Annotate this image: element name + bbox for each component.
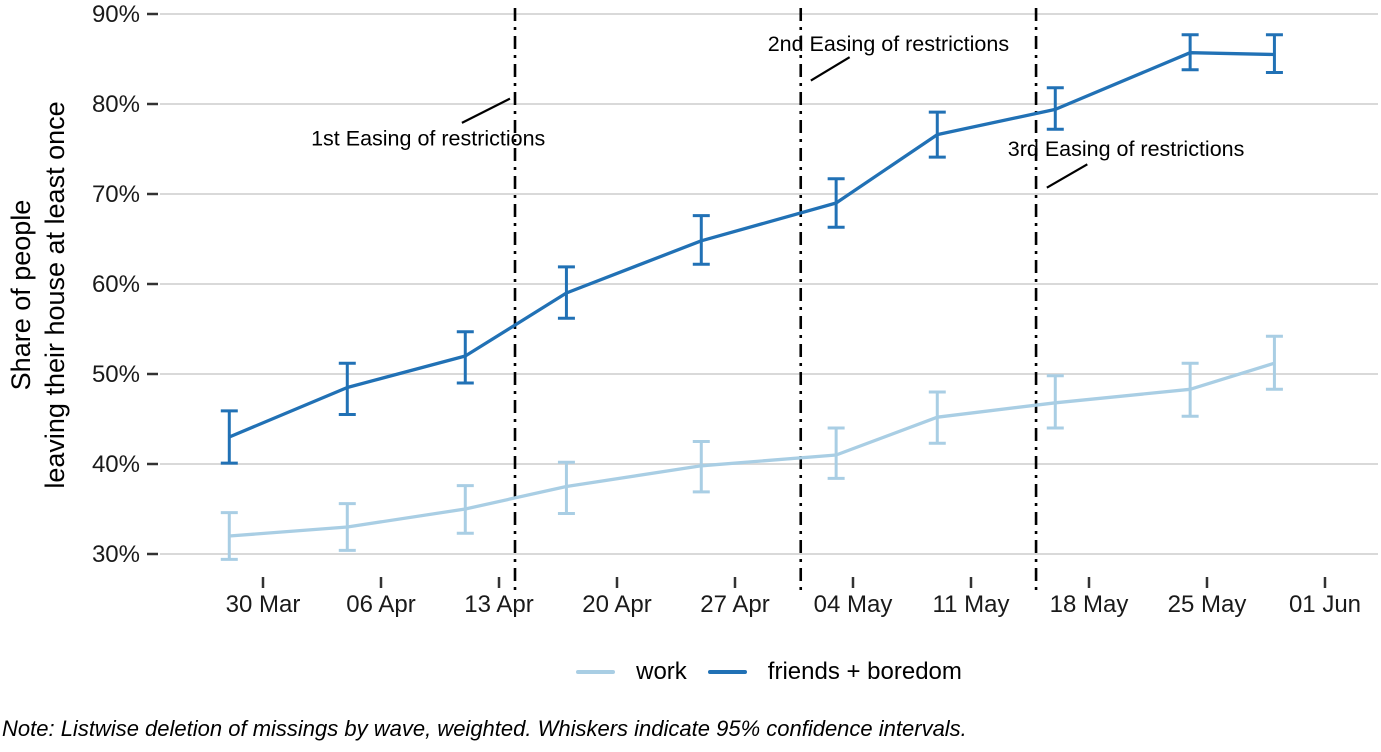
x-tick-label: 30 Mar bbox=[226, 591, 301, 618]
x-tick-label: 06 Apr bbox=[346, 591, 415, 618]
legend-item-work: work bbox=[576, 660, 687, 684]
annotation-pointer-line bbox=[1046, 163, 1088, 189]
x-tick-label: 25 May bbox=[1168, 591, 1247, 618]
series-line-friends-boredom bbox=[228, 51, 1275, 439]
y-axis-title-line2: leaving their house at least once bbox=[40, 101, 70, 488]
legend-swatch-friends-boredom bbox=[707, 669, 747, 675]
y-tick-label: 80% bbox=[92, 91, 140, 118]
y-tick-label: 70% bbox=[92, 181, 140, 208]
y-tick-label: 30% bbox=[92, 541, 140, 568]
chart-legend: work friends + boredom bbox=[160, 649, 1378, 695]
x-tick-label: 01 Jun bbox=[1289, 591, 1361, 618]
y-tick-label: 60% bbox=[92, 271, 140, 298]
x-tick-label: 11 May bbox=[933, 591, 1010, 618]
series-line-work bbox=[229, 361, 1275, 538]
y-axis-title-line1: Share of people bbox=[6, 200, 36, 391]
x-tick-label: 20 Apr bbox=[582, 591, 651, 618]
y-tick-label: 40% bbox=[92, 451, 140, 478]
chart-note: Note: Listwise deletion of missings by w… bbox=[2, 716, 967, 741]
annotation-pointer-line bbox=[461, 97, 511, 124]
legend-item-friends-boredom: friends + boredom bbox=[707, 658, 962, 685]
y-tick-label: 90% bbox=[92, 1, 140, 28]
event-annotation: 1st Easing of restrictions bbox=[311, 126, 545, 150]
annotation-pointer-line bbox=[810, 56, 851, 82]
x-tick-label: 18 May bbox=[1050, 591, 1129, 618]
x-tick-label: 27 Apr bbox=[700, 591, 769, 618]
legend-swatch-work bbox=[576, 669, 616, 675]
x-tick-label: 04 May bbox=[814, 591, 893, 618]
x-tick-label: 13 Apr bbox=[464, 591, 533, 618]
line-chart-canvas: 30% 40% 50% 60% 70% 80% 90% 30 Mar 06 Apr 13 Apr 2… bbox=[6, 1, 1378, 618]
y-tick-label: 50% bbox=[92, 361, 140, 388]
event-annotation: 2nd Easing of restrictions bbox=[768, 32, 1009, 56]
legend-label-friends-boredom: friends + boredom bbox=[767, 658, 962, 685]
legend-label-work: work bbox=[636, 658, 687, 685]
event-annotation: 3rd Easing of restrictions bbox=[1008, 137, 1245, 161]
